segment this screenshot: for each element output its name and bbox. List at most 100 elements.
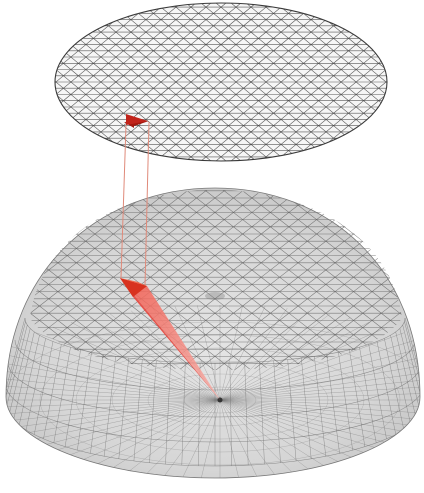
- meridian-line: [198, 362, 201, 466]
- disk-mesh-line: [192, 3, 387, 161]
- meridian-line: [395, 331, 417, 421]
- dome-mesh-line: [106, 190, 402, 370]
- disk-mesh-line: [55, 3, 228, 157]
- meridian-line: [8, 328, 31, 416]
- dome-mesh-line: [175, 190, 402, 370]
- solid-angle-wedge: [120, 278, 220, 400]
- floor-ray: [219, 399, 420, 417]
- floor-ray: [219, 313, 331, 401]
- dome-mesh-line: [189, 190, 402, 355]
- disk-mesh-line: [225, 11, 387, 161]
- meridian-line: [376, 341, 397, 435]
- dome-mesh-line: [189, 190, 402, 370]
- hemisphere-outline: [5, 187, 421, 479]
- meridian-line: [404, 317, 420, 401]
- disk-highlight-flag: [126, 114, 148, 125]
- meridian-line: [149, 360, 157, 463]
- floor-ray: [219, 399, 420, 433]
- dome-mesh-line: [30, 190, 269, 362]
- meridian-line: [402, 324, 420, 411]
- disk-mesh-line: [214, 3, 387, 157]
- dome-mesh-line: [217, 192, 402, 370]
- dome-mesh-line: [30, 190, 241, 370]
- meridian-line: [6, 317, 26, 401]
- meridian-line: [103, 356, 116, 457]
- meridian-line: [118, 358, 129, 459]
- meridian-line: [390, 335, 412, 426]
- meridian-line: [287, 359, 297, 462]
- floor-ray: [197, 399, 221, 478]
- meridian-line: [314, 356, 327, 457]
- disk-mesh-line: [55, 3, 262, 161]
- dome-mesh-line: [30, 190, 241, 355]
- meridian-line: [338, 352, 353, 451]
- meridian-line: [90, 354, 104, 454]
- disk-mesh-line: [180, 3, 387, 161]
- floor-ray: [219, 399, 420, 425]
- meridian-line: [43, 344, 62, 439]
- meridian-line: [6, 324, 28, 411]
- meridian-line: [18, 335, 40, 426]
- floor-ray: [219, 383, 420, 401]
- meridian-line: [181, 362, 186, 466]
- floor-ray: [219, 345, 420, 401]
- projection-line-left: [120, 124, 127, 279]
- meridian-line: [33, 341, 54, 435]
- floor-ray: [219, 310, 310, 401]
- dome-mesh-line: [30, 199, 186, 370]
- floor-ray: [130, 310, 221, 401]
- floor-ray: [109, 313, 221, 401]
- meridian-line: [13, 331, 35, 421]
- wedge-face-left: [120, 278, 220, 400]
- disk-mesh-line: [55, 3, 217, 153]
- wedge-cap: [120, 278, 147, 297]
- floor-ray: [89, 317, 221, 401]
- dome-mesh-line: [37, 190, 338, 370]
- zenith-marker: [205, 292, 225, 300]
- floor-ray: [6, 359, 221, 401]
- dome-mesh-line: [244, 199, 402, 370]
- hemisphere-lower-mesh: [6, 317, 420, 467]
- floor-ray: [219, 338, 420, 401]
- dome-mesh-line: [30, 192, 213, 370]
- dome-mesh-line: [203, 190, 402, 370]
- dome-mesh-line: [161, 190, 402, 370]
- floor-ray: [219, 305, 243, 401]
- floor-ray: [219, 399, 266, 478]
- floor-ray: [219, 306, 266, 401]
- hemisphere-shell: [6, 188, 420, 478]
- meridian-line: [384, 338, 405, 431]
- floor-ray: [219, 317, 351, 401]
- meridian-line: [301, 358, 312, 459]
- floor-ray: [219, 391, 420, 401]
- disk-mesh-line: [203, 4, 387, 161]
- meridian-line: [404, 321, 420, 406]
- floor-ray: [197, 305, 221, 401]
- disk-outline: [54, 2, 388, 162]
- floor-ray: [6, 391, 221, 401]
- meridian-line: [6, 321, 26, 406]
- dome-mesh-line: [161, 190, 402, 362]
- projection-lines: [120, 121, 150, 287]
- dome-mesh-line: [231, 196, 402, 370]
- meridian-line: [259, 361, 265, 465]
- meridian-line: [229, 362, 232, 466]
- meridian-line: [64, 349, 81, 447]
- meridian-line: [53, 347, 71, 443]
- meridian-line: [368, 344, 387, 439]
- projection-line-right: [144, 121, 150, 287]
- floor-ray: [219, 375, 420, 401]
- meridian-line: [349, 349, 366, 447]
- floor-ray: [6, 399, 221, 409]
- dome-mesh-line: [134, 190, 402, 370]
- meridian-line: [133, 359, 143, 462]
- meridian-line: [359, 347, 377, 443]
- floor-ray: [219, 367, 420, 401]
- meridian-line: [326, 354, 340, 454]
- meridian-line: [399, 328, 420, 416]
- meridian-line: [25, 338, 46, 431]
- floor-ray: [219, 332, 404, 401]
- disk-mesh-line: [192, 3, 387, 161]
